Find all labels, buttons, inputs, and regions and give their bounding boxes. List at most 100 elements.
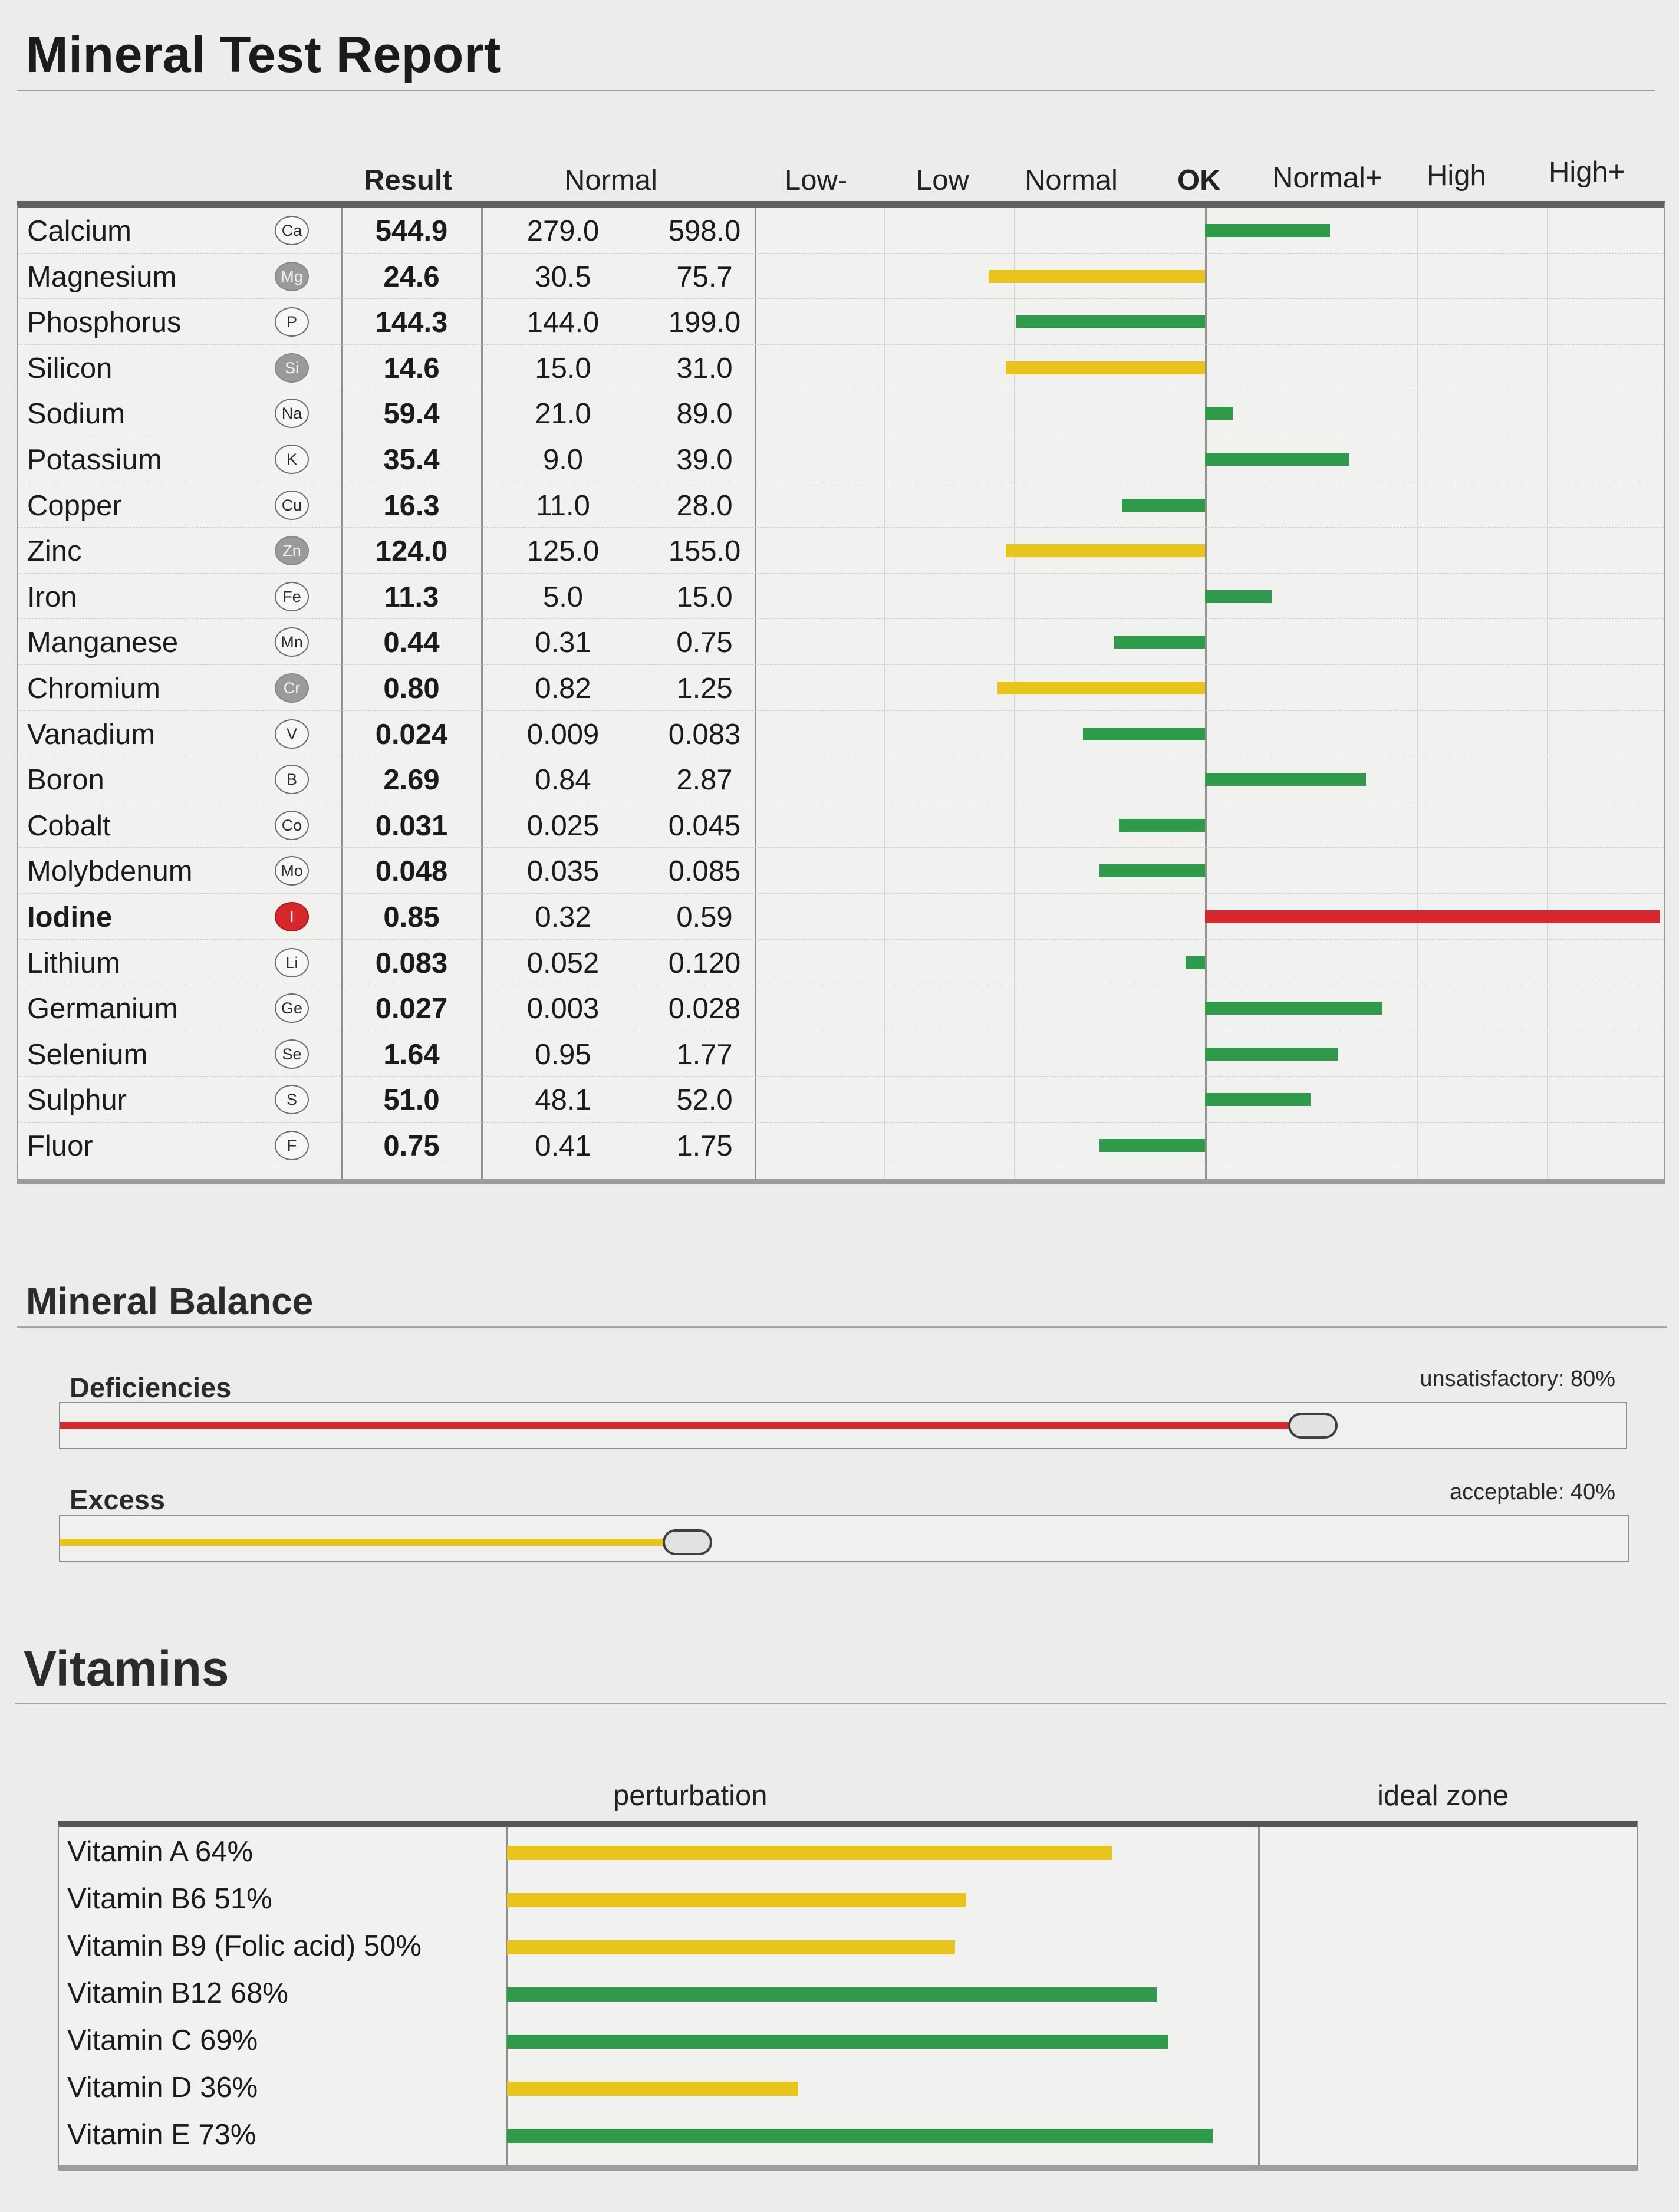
excess-status: acceptable: 40%: [1450, 1480, 1615, 1505]
element-symbol-badge: Ge: [275, 993, 309, 1023]
element-symbol-badge: Mg: [275, 261, 309, 291]
ideal-zone-header: ideal zone: [1377, 1780, 1509, 1812]
vitamin-row: Vitamin C 69%: [59, 2016, 1637, 2063]
mineral-name: Magnesium: [27, 261, 177, 293]
mineral-row: Cobalt Co 0.031 0.025 0.045: [18, 802, 1664, 848]
normal-range-high: 1.77: [676, 1038, 733, 1071]
deviation-bar: [1119, 818, 1205, 832]
normal-range-low: 0.009: [526, 718, 600, 750]
vitamin-label: Vitamin B6 51%: [67, 1883, 272, 1915]
normal-range-low: 0.003: [526, 993, 600, 1025]
normal-range-low: 125.0: [526, 535, 600, 568]
zone-header-normal: Normal: [1025, 164, 1118, 196]
vitamin-bar: [507, 1987, 1157, 2002]
element-symbol-badge: Li: [275, 947, 309, 977]
mineral-name: Sodium: [27, 398, 126, 430]
vitamins-title: Vitamins: [24, 1641, 229, 1696]
zone-header-high-plus: High+: [1549, 156, 1625, 188]
normal-range-low: 0.035: [526, 855, 600, 888]
mineral-result: 0.083: [375, 947, 448, 979]
normal-range-high: 15.0: [676, 581, 733, 613]
mineral-result: 16.3: [383, 489, 440, 522]
mineral-name: Lithium: [27, 947, 120, 979]
element-symbol-badge: B: [275, 765, 309, 795]
column-divider: [341, 208, 343, 1179]
deviation-bar: [997, 682, 1205, 694]
deficiencies-status: unsatisfactory: 80%: [1420, 1367, 1615, 1391]
mineral-row: Sulphur S 51.0 48.1 52.0: [18, 1077, 1664, 1123]
mineral-name: Selenium: [27, 1038, 148, 1071]
normal-range-high: 0.75: [676, 627, 733, 659]
deviation-bar: [1205, 1093, 1311, 1107]
mineral-name: Copper: [27, 489, 122, 522]
deficiencies-gauge-marker: [1288, 1413, 1338, 1439]
excess-gauge: [59, 1515, 1629, 1562]
normal-range-high: 0.028: [668, 993, 741, 1025]
deviation-bar: [1205, 1002, 1382, 1015]
mineral-row: Iron Fe 11.3 5.0 15.0: [18, 574, 1664, 620]
vitamin-bar: [507, 1893, 966, 1907]
zone-header-low-minus: Low-: [785, 164, 848, 196]
mineral-row: Boron B 2.69 0.84 2.87: [18, 756, 1664, 802]
deviation-bar: [1083, 727, 1205, 740]
element-symbol-badge: Na: [275, 399, 309, 429]
normal-range-high: 39.0: [676, 444, 733, 476]
normal-range-high: 52.0: [676, 1084, 733, 1117]
vitamin-label: Vitamin B9 (Folic acid) 50%: [67, 1930, 422, 1962]
mineral-result: 59.4: [383, 398, 440, 430]
normal-range-high: 31.0: [676, 352, 733, 384]
deviation-bar: [1099, 1139, 1205, 1152]
normal-range-low: 144.0: [526, 307, 600, 339]
mineral-row: Molybdenum Mo 0.048 0.035 0.085: [18, 848, 1664, 894]
label-divider: [506, 1827, 508, 2165]
title-divider: [17, 90, 1655, 91]
normal-range-high: 1.25: [676, 673, 733, 705]
vitamin-label: Vitamin D 36%: [67, 2072, 258, 2104]
vitamin-row: Vitamin B12 68%: [59, 1969, 1637, 2016]
normal-column-header: Normal: [564, 164, 657, 196]
normal-range-high: 2.87: [676, 764, 733, 796]
normal-range-low: 279.0: [526, 215, 600, 247]
mineral-name: Boron: [27, 764, 104, 796]
deviation-bar: [1016, 315, 1205, 329]
mineral-result: 0.027: [375, 993, 448, 1025]
normal-range-high: 199.0: [668, 307, 741, 339]
mineral-balance-title: Mineral Balance: [26, 1280, 314, 1322]
mineral-row: Manganese Mn 0.44 0.31 0.75: [18, 619, 1664, 665]
vitamin-row: Vitamin B6 51%: [59, 1874, 1637, 1921]
element-symbol-badge: V: [275, 719, 309, 749]
normal-range-high: 1.75: [676, 1130, 733, 1162]
mineral-row: Sodium Na 59.4 21.0 89.0: [18, 390, 1664, 436]
column-divider: [481, 208, 483, 1179]
normal-range-low: 0.32: [535, 901, 591, 933]
element-symbol-badge: S: [275, 1085, 309, 1115]
zone-header-normal-plus: Normal+: [1272, 162, 1382, 194]
column-divider: [755, 208, 756, 1179]
mineral-result: 544.9: [375, 215, 448, 247]
vitamin-label: Vitamin B12 68%: [67, 1977, 288, 2009]
normal-range-high: 0.59: [676, 901, 733, 933]
normal-range-high: 0.045: [668, 809, 741, 842]
mineral-name: Zinc: [27, 535, 82, 568]
mineral-result: 24.6: [383, 261, 440, 293]
mineral-name: Sulphur: [27, 1084, 127, 1117]
mineral-row: Magnesium Mg 24.6 30.5 75.7: [18, 254, 1664, 299]
mineral-result: 0.048: [375, 855, 448, 888]
mineral-row: Lithium Li 0.083 0.052 0.120: [18, 940, 1664, 986]
zone-gridline: [884, 208, 885, 1179]
vitamin-bar: [507, 2082, 798, 2096]
element-symbol-badge: Si: [275, 353, 309, 383]
mineral-row: Calcium Ca 544.9 279.0 598.0: [18, 208, 1664, 254]
normal-range-low: 0.025: [526, 809, 600, 842]
normal-range-high: 0.085: [668, 855, 741, 888]
vitamin-bar: [507, 1940, 955, 1954]
mineral-name: Iodine: [27, 901, 113, 933]
vitamin-table: Vitamin A 64% Vitamin B6 51% Vitamin B9 (F…: [58, 1821, 1638, 2171]
vitamin-label: Vitamin C 69%: [67, 2025, 258, 2056]
vitamins-divider: [15, 1703, 1666, 1704]
normal-range-high: 0.120: [668, 947, 741, 979]
deviation-bar: [1122, 498, 1205, 512]
normal-range-low: 0.84: [535, 764, 591, 796]
vitamin-row: Vitamin B9 (Folic acid) 50%: [59, 1921, 1637, 1969]
vitamin-bar: [507, 2129, 1213, 2143]
